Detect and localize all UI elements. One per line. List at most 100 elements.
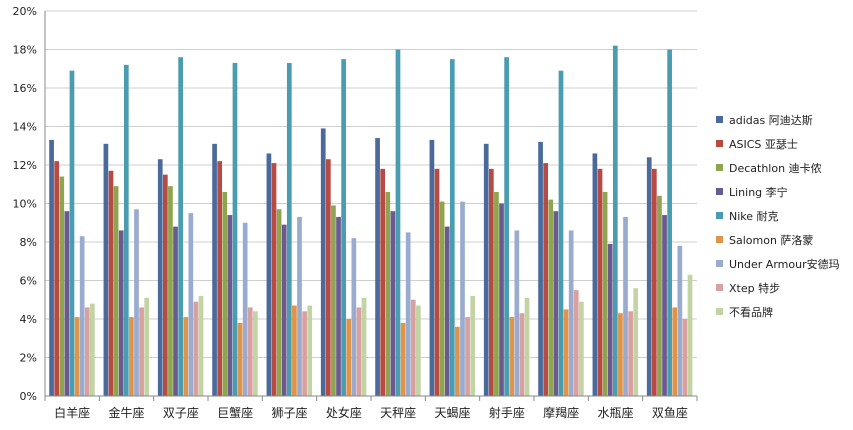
bar <box>449 59 455 397</box>
bar <box>380 168 386 396</box>
legend-label: 不看品牌 <box>729 305 773 319</box>
bar <box>553 211 559 396</box>
x-tick-label: 天蝎座 <box>434 405 470 420</box>
legend-label: Lining 李宁 <box>729 185 788 199</box>
bar <box>69 70 75 397</box>
bar <box>623 216 628 396</box>
y-tick-label: 6% <box>20 275 37 288</box>
bar <box>232 62 238 396</box>
y-tick-label: 10% <box>13 198 37 211</box>
bar <box>672 307 678 396</box>
bar <box>385 191 391 396</box>
x-tick-label: 水瓶座 <box>597 405 633 420</box>
bar <box>405 232 411 397</box>
bar <box>651 168 657 396</box>
y-tick-label: 0% <box>20 390 37 403</box>
bar <box>524 297 530 396</box>
bar <box>286 62 292 396</box>
bar <box>483 143 489 396</box>
bar <box>227 215 233 396</box>
legend-swatch <box>716 212 723 219</box>
legend-label: Decathlon 迪卡侬 <box>729 162 822 175</box>
bar <box>297 216 302 396</box>
legend-swatch <box>716 284 723 291</box>
bar <box>488 168 494 396</box>
bar <box>103 143 109 396</box>
bar <box>118 230 124 396</box>
bar <box>677 245 683 396</box>
bar <box>341 59 346 397</box>
bar <box>108 170 114 396</box>
bar <box>113 186 119 396</box>
bar <box>253 311 258 396</box>
bar <box>579 301 584 396</box>
legend-label: Under Armour安德玛 <box>729 257 840 271</box>
bar <box>331 205 336 396</box>
bar <box>618 313 623 396</box>
bar <box>64 211 70 396</box>
bar <box>494 191 499 396</box>
bar <box>266 153 272 396</box>
bar <box>336 216 341 396</box>
bar <box>320 128 326 397</box>
legend-label: Nike 耐克 <box>729 210 779 223</box>
bar <box>292 305 297 396</box>
legend-swatch <box>716 188 723 195</box>
bar <box>222 191 228 396</box>
bar <box>90 303 95 396</box>
bar <box>193 301 199 396</box>
bar <box>356 307 362 396</box>
bar <box>395 49 401 396</box>
bar <box>325 159 331 396</box>
bar <box>74 317 80 396</box>
bar <box>375 138 380 397</box>
bar <box>302 311 307 396</box>
y-tick-label: 20% <box>13 5 37 18</box>
bar <box>390 211 396 396</box>
bar <box>563 309 569 397</box>
legend: adidas 阿迪达斯 ASICS 亚瑟士 Decathlon 迪卡侬 Lining … <box>716 114 840 319</box>
bar <box>123 64 129 397</box>
bar <box>410 299 416 396</box>
bar <box>173 226 178 396</box>
y-tick-label: 14% <box>13 121 37 134</box>
bar <box>242 222 248 396</box>
bar <box>84 307 90 396</box>
bar <box>597 168 603 396</box>
bar <box>188 213 194 397</box>
x-tick-label: 双子座 <box>163 405 199 420</box>
bar <box>460 201 465 396</box>
legend-swatch <box>716 260 723 267</box>
bar <box>79 236 85 396</box>
bar <box>543 163 549 396</box>
bar <box>134 209 139 396</box>
bar <box>633 288 639 396</box>
bar <box>538 141 543 396</box>
x-tick-label: 射手座 <box>489 405 525 420</box>
bar <box>558 70 564 397</box>
bar <box>504 57 509 396</box>
legend-label: Xtep 特步 <box>729 281 780 295</box>
legend-swatch <box>716 308 723 315</box>
bar <box>612 45 618 397</box>
bar <box>139 307 144 396</box>
y-tick-label: 4% <box>20 313 37 326</box>
bar <box>237 322 243 396</box>
bar <box>212 143 217 396</box>
bar <box>662 215 667 396</box>
bar <box>129 317 134 396</box>
bar <box>434 168 440 396</box>
bar <box>49 139 54 396</box>
bar <box>271 163 277 396</box>
bar <box>416 305 421 396</box>
bar <box>400 322 406 396</box>
axes: 0% 2% 4% 6% 8% 10% 12% 14% 16% 18% 20% 白羊座 金牛座 双子座 巨蟹座… <box>13 5 698 420</box>
legend-label: ASICS 亚瑟士 <box>729 138 798 151</box>
bar <box>281 224 287 396</box>
bar <box>217 161 223 396</box>
bar <box>682 319 688 396</box>
bar <box>514 230 520 396</box>
bar <box>592 153 598 396</box>
y-tick-label: 8% <box>20 236 37 249</box>
